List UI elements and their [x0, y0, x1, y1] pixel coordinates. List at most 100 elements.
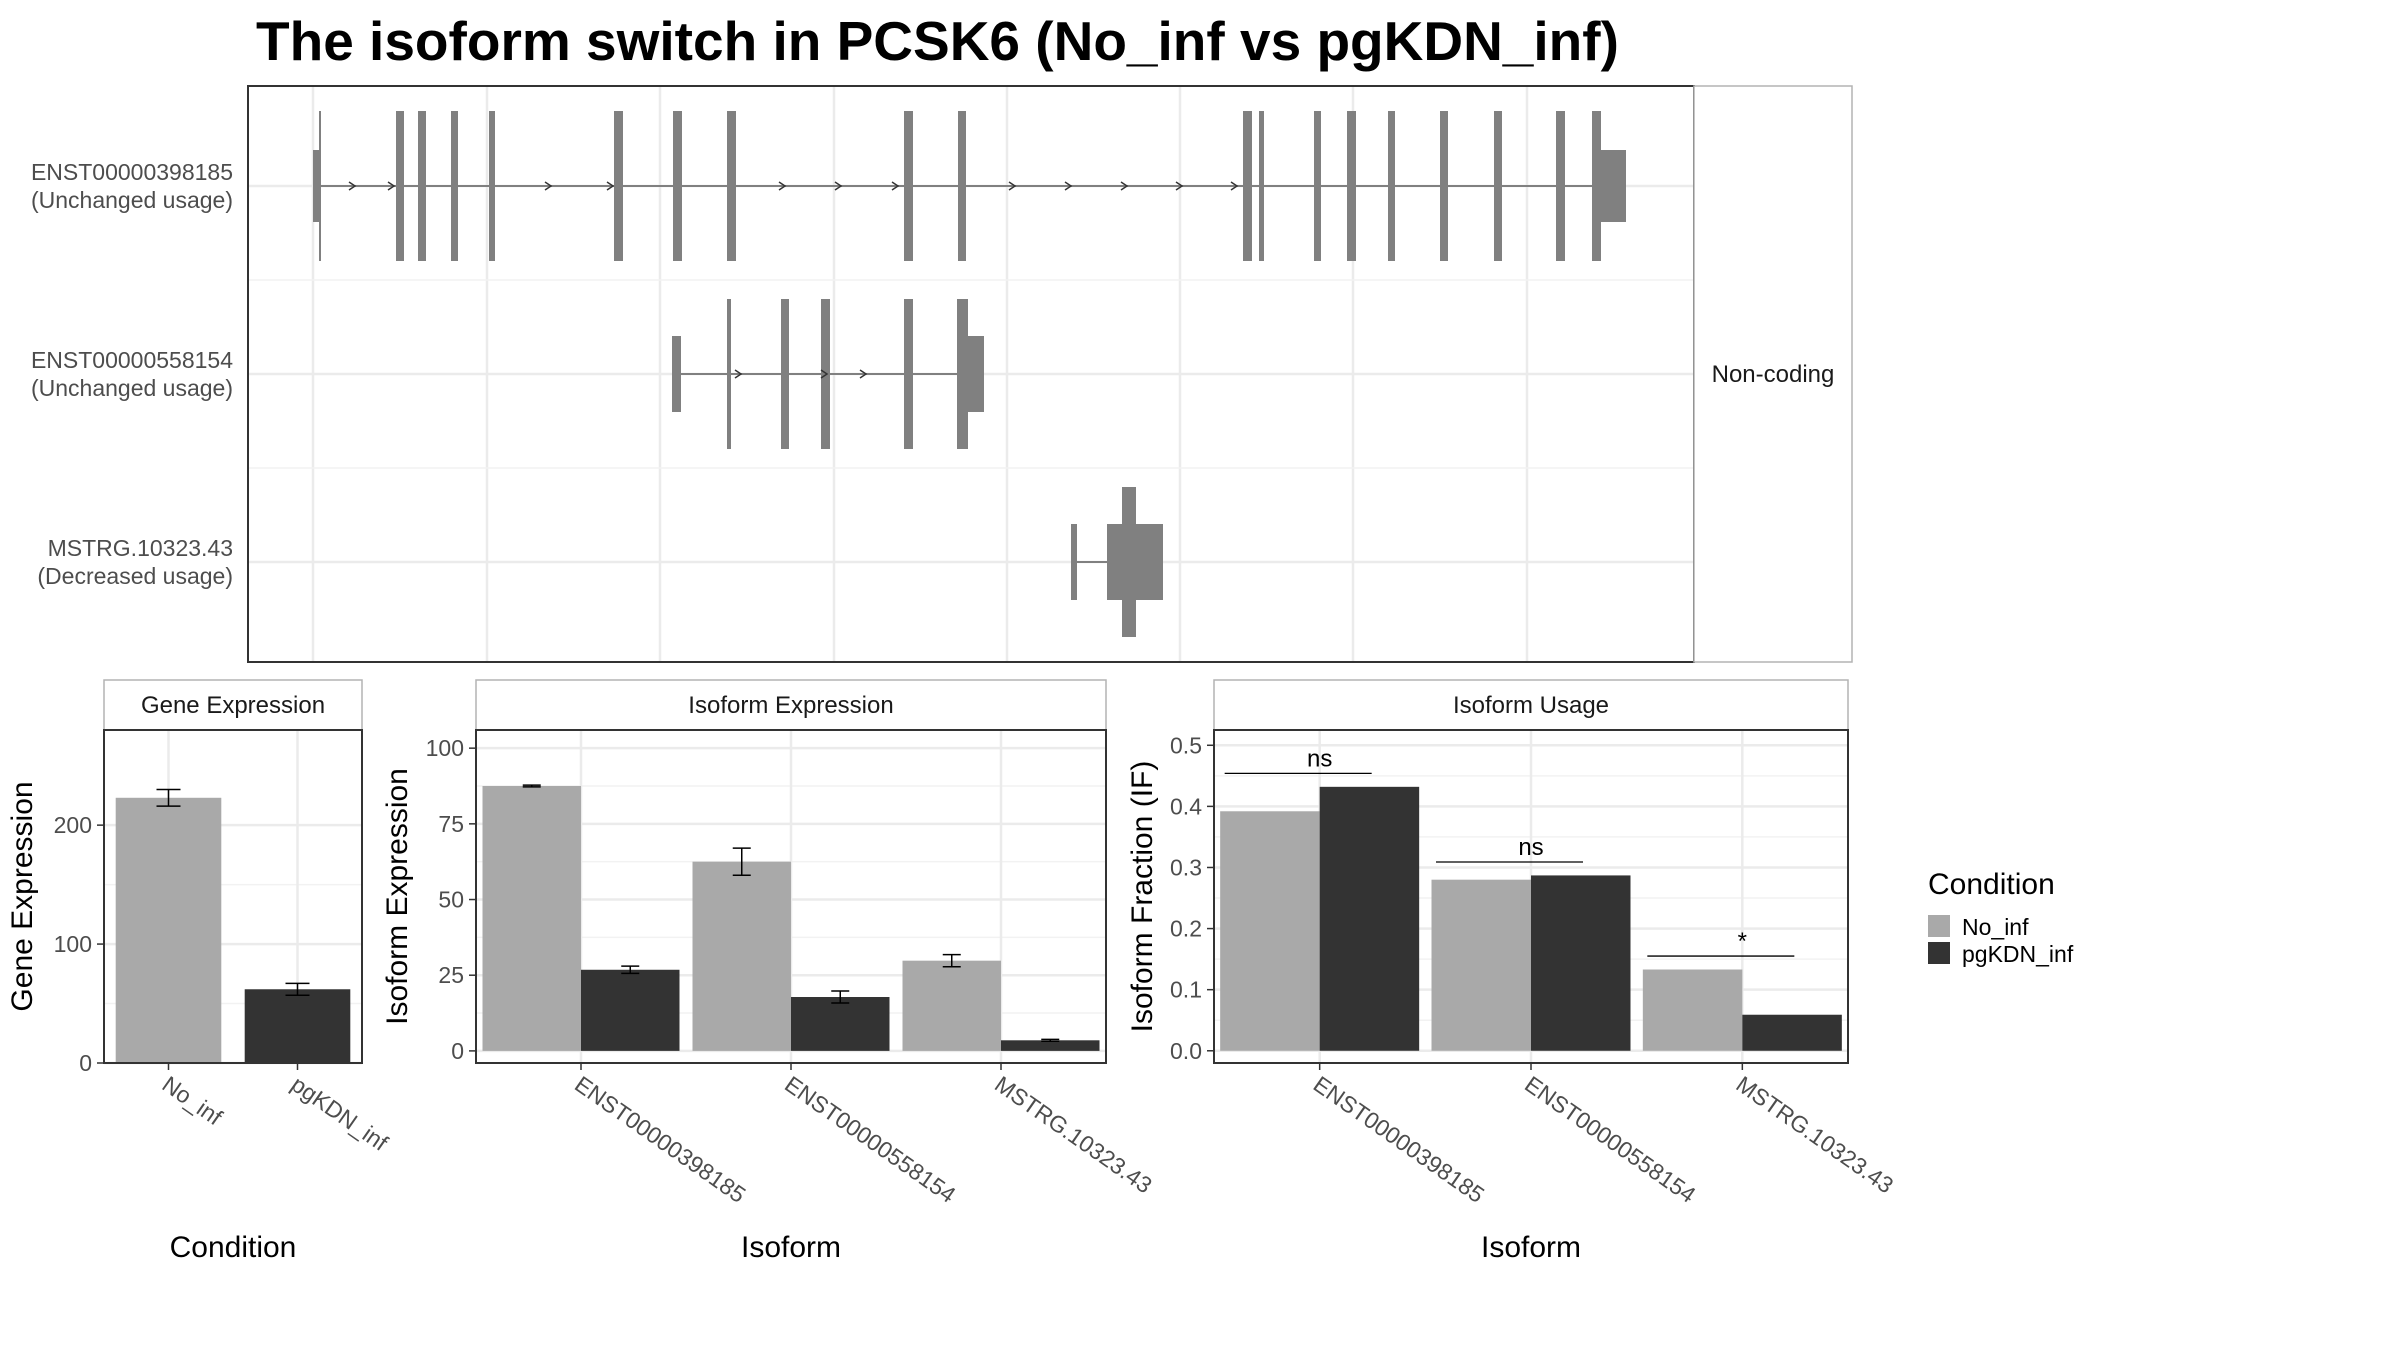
- isoform-expression-bar-0-0: [482, 786, 581, 1051]
- gene-expression-y-tick-label-1: 100: [54, 931, 92, 957]
- exon-1-2: [781, 299, 789, 449]
- isoform-expression-y-tick-label-2: 50: [438, 887, 464, 913]
- gene-expression-x-tick-label-0: No_inf: [158, 1071, 228, 1131]
- isoform-expression-errorbar-1-1: [831, 990, 850, 1004]
- isoform-usage-y-tick-label-1: 0.1: [1170, 977, 1202, 1003]
- isoform-usage-bar-0-1: [1431, 879, 1531, 1051]
- isoform-usage-bar-1-0: [1319, 786, 1420, 1051]
- isoform-usage-bar-1-1: [1531, 875, 1631, 1051]
- legend: Condition No_inf pgKDN_inf: [1928, 868, 2074, 967]
- isoform-usage-strip: [1213, 679, 1849, 731]
- isoform-usage-bar-1-2: [1742, 1014, 1842, 1051]
- isoform-expression-y-tick-label-0: 0: [451, 1038, 464, 1064]
- isoform-usage-x-tick-label-1: ENST00000558154: [1520, 1071, 1701, 1208]
- transcript-1-usage: (Unchanged usage): [31, 375, 233, 401]
- isoform-usage-y-tick-label-3: 0.3: [1170, 854, 1202, 880]
- transcript-2-id: MSTRG.10323.43: [48, 535, 233, 561]
- isoform-usage-y-tick-label-0: 0.0: [1170, 1038, 1202, 1064]
- isoform-expression-y-tick-label-1: 25: [438, 962, 464, 988]
- exon-0-17: [1494, 111, 1502, 261]
- gene-expression-errorbar-0: [156, 788, 181, 807]
- isoform-expression-bar-1-1: [791, 997, 890, 1051]
- isoform-expression-x-axis-title: Isoform: [741, 1231, 841, 1264]
- intron-arrow-0-3: [606, 181, 615, 191]
- transcript-2-usage: (Decreased usage): [37, 563, 233, 589]
- legend-title: Condition: [1928, 868, 2055, 901]
- isoform-usage-x-ticks: ENST00000398185 ENST00000558154 MSTRG.1032…: [1309, 1063, 1898, 1208]
- gene-expression-strip-label: Gene Expression: [141, 692, 325, 719]
- isoform-usage-x-tick-label-2: MSTRG.10323.43: [1731, 1071, 1898, 1199]
- intron-arrow-0-10: [1175, 181, 1184, 191]
- exon-0-14: [1347, 111, 1356, 261]
- exon-0-6: [614, 111, 623, 261]
- gene-expression-y-tick-label-0: 0: [79, 1050, 92, 1076]
- isoform-expression-y-tick-label-4: 100: [426, 735, 464, 761]
- isoform-usage-x-tick-label-0: ENST00000398185: [1309, 1071, 1489, 1208]
- transcript-structure-panel: ENST00000398185 (Unchanged usage) ENST00…: [31, 85, 1853, 663]
- gene-expression-frame: [103, 729, 363, 1064]
- gene-expression-errorbar-1: [285, 982, 310, 996]
- transcript-1-id: ENST00000558154: [31, 347, 233, 373]
- exon-0-13: [1314, 111, 1321, 261]
- intron-arrow-0-8: [1064, 181, 1073, 191]
- intron-arrow-1-1: [820, 369, 829, 379]
- transcript-labels: ENST00000398185 (Unchanged usage) ENST00…: [31, 159, 233, 589]
- exon-0-1: [319, 111, 321, 261]
- exon-0-5: [489, 111, 495, 261]
- isoform-usage-y-axis-title: Isoform Fraction (IF): [1126, 761, 1159, 1033]
- exon-0-18: [1556, 111, 1565, 261]
- isoform-expression-x-tick-label-0: ENST00000398185: [570, 1071, 750, 1208]
- panel-isoform-usage: Isoform Usage ns ns * 0.0 0.1 0.2 0.3 0.4 0.5 ENST…: [1126, 679, 1898, 1264]
- isoform-expression-bar-1-2: [1001, 1040, 1100, 1051]
- exon-1-5: [957, 299, 968, 449]
- isoform-usage-y-tick-label-5: 0.5: [1170, 732, 1202, 758]
- exon-1-0: [672, 336, 681, 412]
- gene-expression-x-tick-label-1: pgKDN_inf: [287, 1071, 394, 1156]
- isoform-usage-bar-0-0: [1220, 811, 1320, 1051]
- isoform-usage-significance: ns ns *: [1224, 745, 1795, 957]
- isoform-expression-bar-0-1: [692, 861, 791, 1051]
- exon-0-0: [313, 150, 321, 222]
- structure-marks: [313, 111, 1626, 637]
- gene-expression-x-axis-title: Condition: [170, 1231, 297, 1264]
- isoform-usage-bar-0-2: [1642, 969, 1743, 1051]
- exon-1-6: [966, 336, 984, 412]
- exon-0-11: [1243, 111, 1252, 261]
- isoform-expression-y-tick-label-3: 75: [438, 811, 464, 837]
- isoform-usage-significance-label-2: *: [1738, 928, 1747, 955]
- isoform-expression-bar-0-2: [902, 960, 1001, 1051]
- structure-strip-label: Non-coding: [1712, 361, 1835, 388]
- isoform-usage-strip-label: Isoform Usage: [1453, 692, 1609, 719]
- isoform-expression-bar-1-0: [581, 969, 680, 1051]
- exon-2-0: [1071, 524, 1077, 600]
- intron-arrow-0-9: [1120, 181, 1129, 191]
- isoform-expression-errorbar-1-2: [1041, 1038, 1060, 1042]
- panel-gene-expression: Gene Expression 0 100 200 No_inf pgKDN_inf Con…: [6, 679, 394, 1264]
- exon-0-4: [451, 111, 458, 261]
- panel-isoform-expression: Isoform Expression 0 25 50 75 100 ENST00000398…: [381, 679, 1157, 1264]
- isoform-usage-y-ticks: 0.0 0.1 0.2 0.3 0.4 0.5: [1170, 732, 1214, 1064]
- legend-label-pgkdn-inf: pgKDN_inf: [1962, 941, 2074, 967]
- gene-expression-x-ticks: No_inf pgKDN_inf: [158, 1063, 394, 1156]
- isoform-expression-strip-label: Isoform Expression: [688, 692, 893, 719]
- isoform-expression-bars: [482, 784, 1100, 1051]
- exon-0-12: [1259, 111, 1264, 261]
- isoform-expression-x-ticks: ENST00000398185 ENST00000558154 MSTRG.1032…: [570, 1063, 1157, 1208]
- intron-arrow-0-7: [1008, 181, 1017, 191]
- gene-expression-strip: [103, 679, 363, 731]
- intron-arrow-1-2: [859, 369, 868, 379]
- isoform-expression-x-tick-label-2: MSTRG.10323.43: [990, 1071, 1157, 1199]
- isoform-expression-errorbar-0-1: [732, 847, 751, 877]
- intron-arrow-0-5: [834, 181, 843, 191]
- isoform-usage-y-tick-label-2: 0.2: [1170, 916, 1202, 942]
- isoform-usage-significance-label-1: ns: [1518, 834, 1543, 861]
- transcript-0-usage: (Unchanged usage): [31, 187, 233, 213]
- gene-expression-y-tick-label-2: 200: [54, 812, 92, 838]
- bar-panels: Gene Expression 0 100 200 No_inf pgKDN_inf Con…: [6, 679, 1898, 1264]
- exon-0-19: [1592, 111, 1601, 261]
- structure-strip: [1693, 85, 1853, 663]
- exon-0-3: [418, 111, 426, 261]
- isoform-usage-x-axis-title: Isoform: [1481, 1231, 1581, 1264]
- intron-arrow-0-0: [348, 181, 357, 191]
- intron-arrow-1-0: [734, 369, 743, 379]
